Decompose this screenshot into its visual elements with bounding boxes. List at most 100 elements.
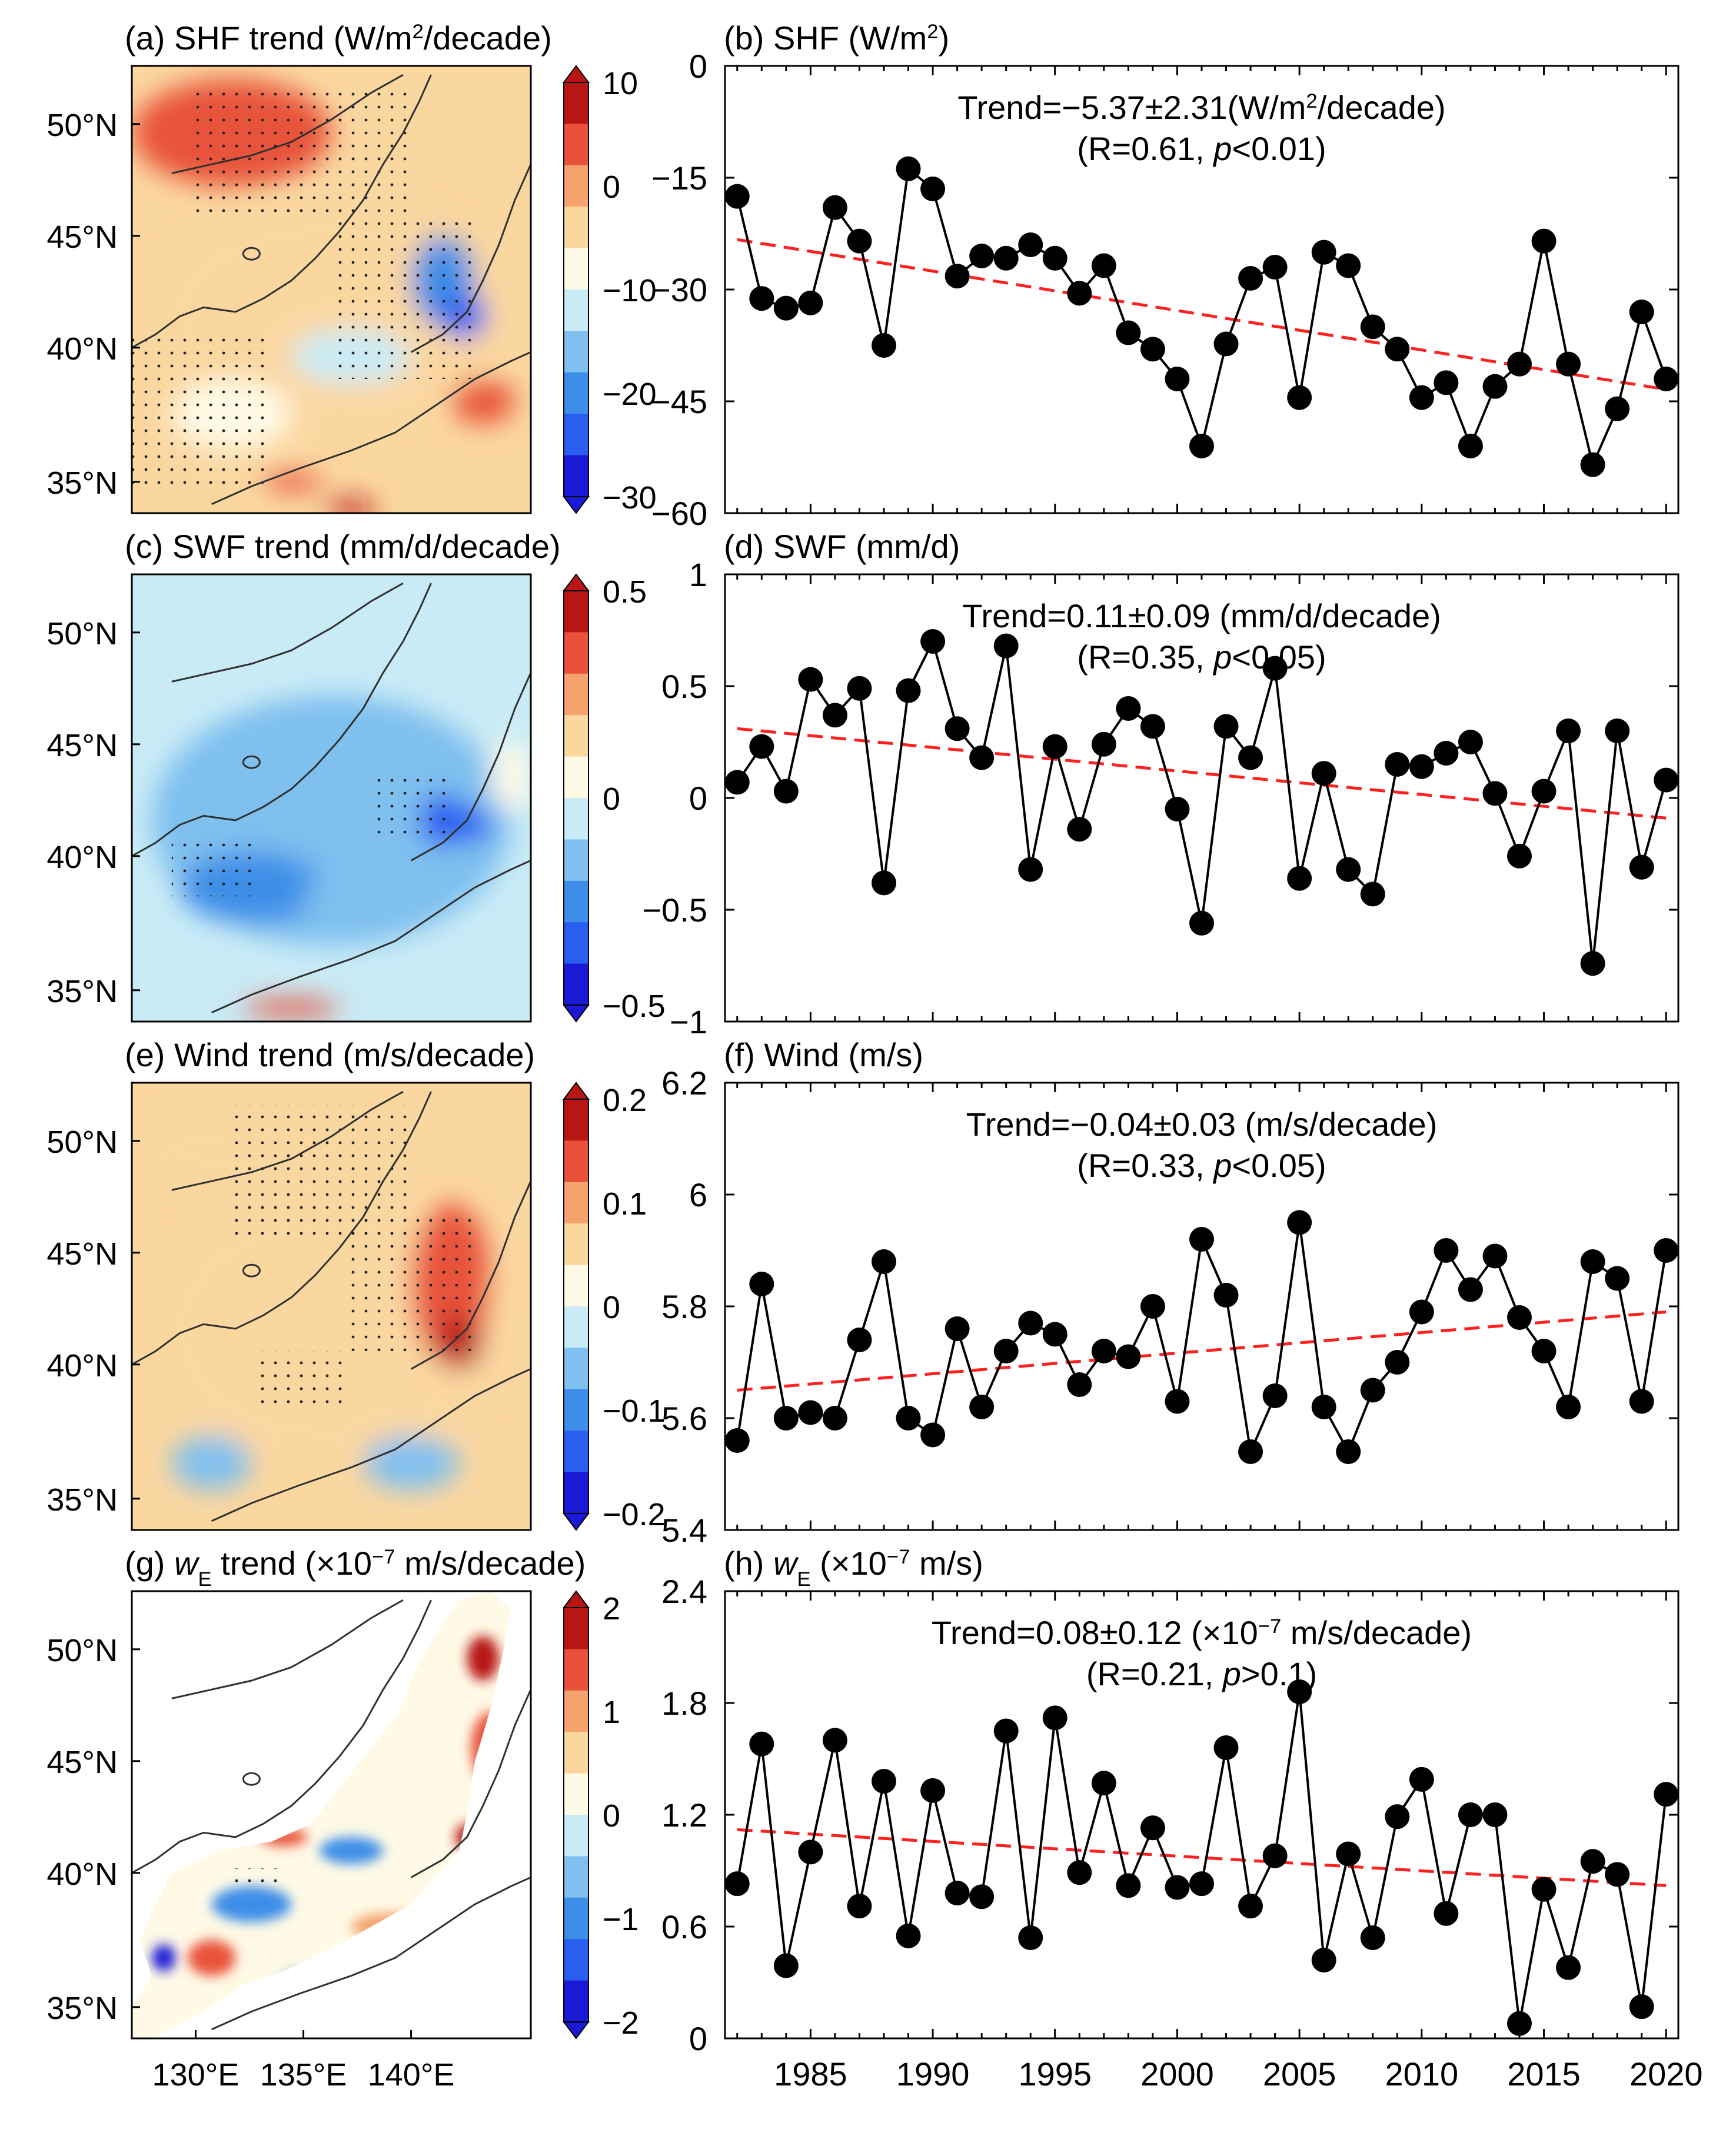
data-point-2007 [1336,1439,1361,1464]
data-point-2001 [1189,434,1214,458]
coastline [171,1599,404,1699]
data-point-1987 [847,676,872,701]
colorbar-segment [564,1451,588,1473]
colorbar-segment [564,1918,588,1940]
data-point-2019 [1629,1994,1654,2020]
colorbar-segment [564,1669,588,1691]
data-point-2009 [1385,1804,1410,1829]
colorbar-segment [564,756,588,778]
colorbar-segment [564,268,588,290]
data-point-2012 [1458,1802,1483,1827]
data-point-2009 [1385,1350,1410,1375]
x-tick-label: 2015 [1507,2055,1581,2093]
colorbar-segment [564,1649,588,1671]
map-panels: (a) SHF trend (W/m2/decade) 50°N 45°N 40°N 3… [46,19,665,2093]
data-point-1992 [969,244,995,268]
colorbar-segment [564,475,588,497]
data-point-1997 [1091,1339,1116,1363]
chart-frame [724,573,1680,1023]
data-point-2017 [1580,452,1605,477]
colorbar-tick-label: 2 [603,1591,620,1626]
coastline [410,672,531,861]
colorbar-segment [564,1348,588,1369]
y-tick-label: 0 [689,780,707,817]
colorbar-segment [564,736,588,757]
data-point-2003 [1238,1439,1263,1464]
colorbar-segment [564,798,588,820]
data-point-2016 [1556,1395,1581,1419]
map-field [132,1591,531,2038]
colorbar-segment [564,310,588,332]
colorbar-segment [564,1327,588,1349]
data-point-1986 [822,703,847,728]
colorbar-segment [564,1752,588,1774]
colorbar-segment [564,207,588,228]
lat-tick-label: 40°N [46,840,118,875]
colorbar-segment [564,1815,588,1837]
anomaly-blob [211,1886,292,1922]
colorbar-segment [564,1492,588,1514]
colorbar-segment [564,777,588,799]
colorbar-segment [564,1939,588,1961]
colorbar-segment [564,1223,588,1245]
data-point-2019 [1629,854,1654,880]
data-point-1996 [1067,817,1092,842]
data-point-1997 [1091,253,1116,278]
anomaly-blob [132,587,331,696]
data-point-1987 [847,1894,872,1919]
data-point-2018 [1605,1266,1630,1291]
data-point-2014 [1507,2011,1532,2036]
lat-tick-label: 35°N [46,1991,118,2026]
time-series-panels: 0 −15 −30 −45 −60 (b) SHF (W/m2)Trend=−5.37±2… [642,19,1702,2093]
colorbar-segment [564,632,588,654]
significance-stipple [132,334,272,491]
data-point-2019 [1629,1389,1654,1414]
data-point-1994 [1018,232,1043,257]
lake-outline [242,1772,261,1786]
data-point-2012 [1458,434,1483,458]
map-panel-title: (a) SHF trend (W/m2/decade) [125,19,552,56]
y-tick-label: 0.6 [661,1908,707,1945]
x-tick-label: 2005 [1263,2055,1336,2093]
data-point-1994 [1018,1925,1043,1950]
colorbar-segment [564,1306,588,1328]
trend-annotation: Trend=0.11±0.09 (mm/d/decade) [962,597,1441,634]
anomaly-blob [327,500,375,513]
stats-annotation: (R=0.35, p<0.05) [1077,638,1326,676]
data-point-2004 [1262,255,1288,280]
colorbar: 10 0 −10 −20 −30 [563,65,657,515]
data-point-1996 [1067,1372,1092,1397]
colorbar-segment [564,2001,588,2022]
colorbar-tick-label: 0.1 [603,1186,647,1222]
lat-tick-label: 40°N [46,1348,118,1383]
significance-stipple [251,1351,351,1405]
data-point-2009 [1385,752,1410,777]
data-point-2020 [1654,1782,1679,1807]
colorbar: 0.2 0.1 0 −0.1 −0.2 [563,1082,666,1532]
data-point-2002 [1213,714,1239,739]
data-point-2008 [1360,314,1385,340]
colorbar-segment [564,1877,588,1898]
y-tick-label: 6.2 [661,1064,707,1102]
colorbar-segment [564,1794,588,1815]
data-point-2012 [1458,730,1483,754]
colorbar-segment [564,1182,588,1203]
map-frame [131,1590,532,2040]
colorbar-segment [564,331,588,352]
colorbar-frame [563,82,589,497]
data-point-2000 [1165,1875,1190,1900]
data-point-1994 [1018,857,1043,882]
data-point-2016 [1556,351,1581,377]
lat-tick-label: 35°N [46,1482,118,1518]
colorbar-segment [564,963,588,985]
data-point-2012 [1458,1277,1483,1302]
data-point-2018 [1605,396,1630,421]
data-point-1999 [1140,714,1165,739]
lon-tick-label: 140°E [368,2057,455,2093]
trend-annotation: Trend=0.08±0.12 (×10−7 m/s/decade) [932,1614,1472,1651]
coastline [410,1180,531,1370]
lat-tick-label: 45°N [46,1745,118,1780]
data-point-2008 [1360,1378,1385,1403]
colorbar-max-arrow [563,1590,590,1608]
